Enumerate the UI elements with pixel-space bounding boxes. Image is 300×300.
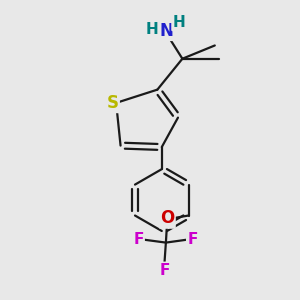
- Text: H: H: [146, 22, 159, 37]
- Text: F: F: [133, 232, 144, 247]
- Text: O: O: [160, 209, 175, 227]
- Text: N: N: [159, 22, 173, 40]
- Text: S: S: [106, 94, 119, 112]
- Text: F: F: [159, 263, 170, 278]
- Text: F: F: [187, 232, 198, 247]
- Text: H: H: [172, 15, 185, 30]
